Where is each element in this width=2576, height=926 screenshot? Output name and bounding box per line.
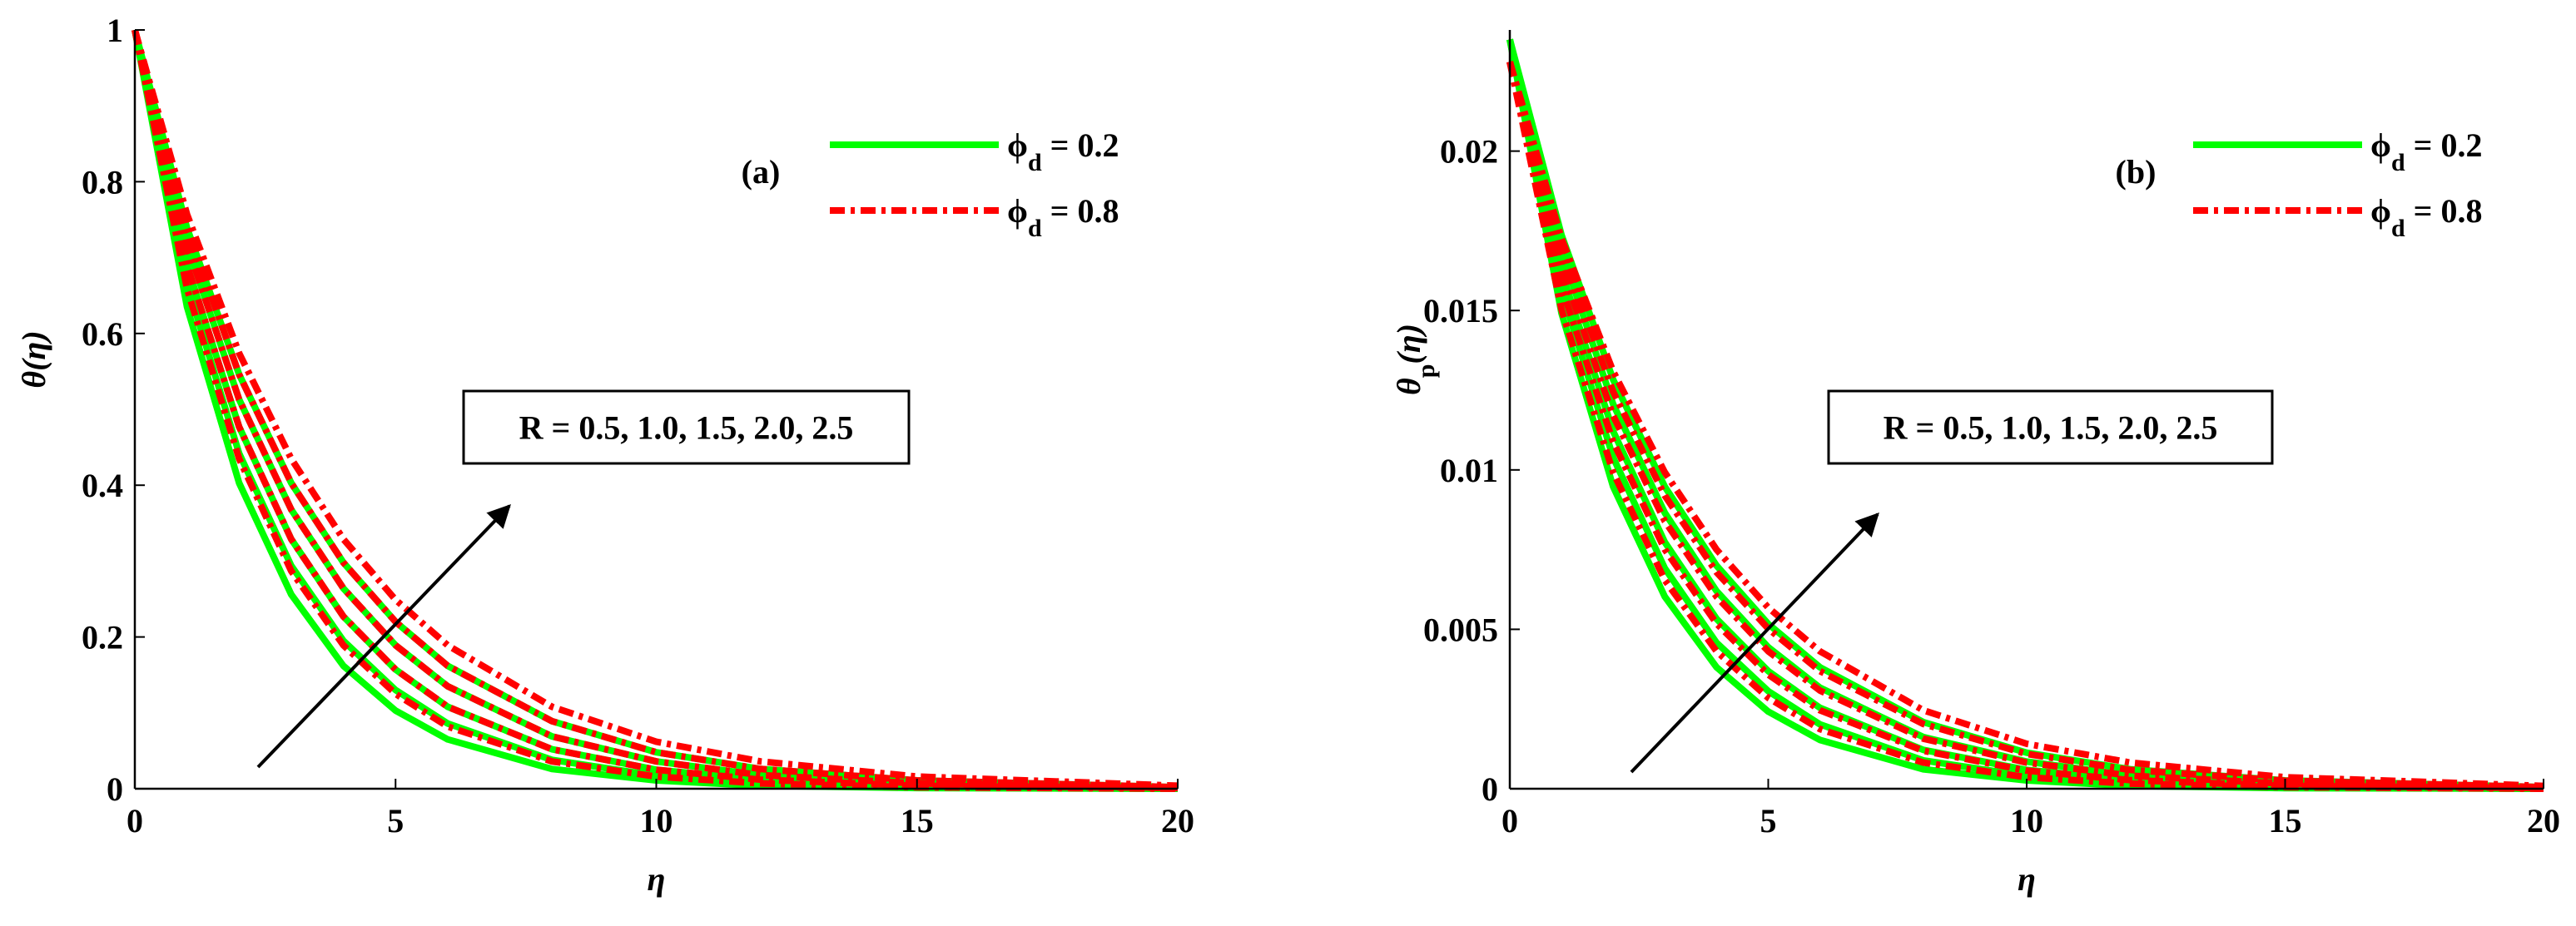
text-part: d bbox=[1028, 215, 1042, 242]
panel-label: (a) bbox=[742, 153, 781, 191]
line-curve bbox=[132, 29, 1179, 792]
panel-label: (b) bbox=[2116, 153, 2157, 191]
text-part: d bbox=[2391, 215, 2405, 242]
text-part: = 0.8 bbox=[2405, 192, 2483, 230]
y-tick-label: 0.005 bbox=[1423, 611, 1498, 648]
line-curve bbox=[1506, 61, 2544, 792]
line-curve bbox=[1506, 61, 2544, 791]
x-tick-label: 5 bbox=[387, 802, 404, 839]
text-part: ϕ bbox=[1007, 126, 1028, 164]
y-axis-label: θ(η) bbox=[15, 330, 52, 388]
y-tick-label: 0.015 bbox=[1423, 292, 1498, 329]
annotation-box bbox=[462, 389, 911, 465]
y-tick-label: 0.8 bbox=[82, 163, 123, 201]
x-tick-label: 15 bbox=[901, 802, 934, 839]
text-part: θ(η) bbox=[15, 330, 52, 388]
annotation-box bbox=[1827, 389, 2274, 465]
line-curve bbox=[132, 28, 1179, 790]
line-curve bbox=[1506, 61, 2544, 792]
x-tick-label: 20 bbox=[1161, 802, 1194, 839]
y-tick-label: 0.02 bbox=[1440, 133, 1498, 171]
annotation: R = 0.5, 1.0, 1.5, 2.0, 2.5 bbox=[519, 409, 854, 447]
x-tick-label: 5 bbox=[1760, 802, 1777, 839]
y-axis-label: θp(η) bbox=[1390, 324, 1440, 395]
legend-label: ϕd = 0.8 bbox=[2370, 192, 2482, 242]
x-tick-label: 15 bbox=[2269, 802, 2302, 839]
x-tick-label: 10 bbox=[2010, 802, 2043, 839]
text-part: (η) bbox=[1390, 324, 1427, 364]
y-tick-label: 0 bbox=[107, 770, 123, 808]
text-part: ϕ bbox=[1007, 192, 1028, 230]
text-part: θ bbox=[1390, 378, 1427, 395]
legend-label: ϕd = 0.8 bbox=[1007, 192, 1119, 242]
text-part: d bbox=[2391, 149, 2405, 176]
x-tick-label: 20 bbox=[2527, 802, 2560, 839]
line-curve bbox=[132, 29, 1179, 792]
line-curve bbox=[1506, 61, 2544, 792]
x-tick-label: 0 bbox=[1501, 802, 1518, 839]
trend-arrow bbox=[256, 503, 511, 769]
text-part: ϕ bbox=[2370, 192, 2391, 230]
legend-label: ϕd = 0.2 bbox=[1007, 126, 1119, 176]
annotation: R = 0.5, 1.0, 1.5, 2.0, 2.5 bbox=[1884, 409, 2218, 447]
y-tick-label: 0.6 bbox=[82, 315, 123, 353]
x-axis-label: η bbox=[648, 860, 666, 898]
x-axis-label: η bbox=[2018, 860, 2036, 898]
y-tick-label: 1 bbox=[107, 12, 123, 49]
x-tick-label: 0 bbox=[127, 802, 143, 839]
line-curve bbox=[132, 29, 1179, 792]
x-tick-label: 10 bbox=[640, 802, 673, 839]
text-part: p bbox=[1412, 364, 1440, 379]
legend-label: ϕd = 0.2 bbox=[2370, 126, 2482, 176]
text-part: = 0.8 bbox=[1042, 192, 1119, 230]
y-tick-label: 0 bbox=[1482, 770, 1498, 808]
y-tick-label: 0.01 bbox=[1440, 452, 1498, 489]
text-part: d bbox=[1028, 149, 1042, 176]
text-part: = 0.2 bbox=[1042, 126, 1119, 164]
y-tick-label: 0.4 bbox=[82, 467, 123, 504]
line-curve bbox=[1506, 61, 2544, 790]
trend-arrow bbox=[1630, 512, 1879, 774]
text-part: = 0.2 bbox=[2405, 126, 2483, 164]
y-tick-label: 0.2 bbox=[82, 619, 123, 656]
line-curve bbox=[132, 28, 1179, 791]
text-part: ϕ bbox=[2370, 126, 2391, 164]
